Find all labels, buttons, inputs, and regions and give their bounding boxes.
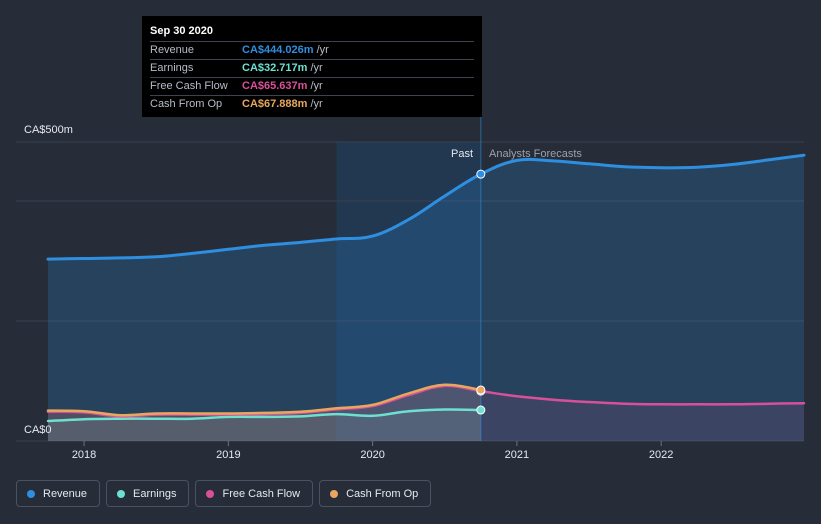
legend-label: Revenue xyxy=(43,487,88,500)
legend-dot-icon xyxy=(206,489,215,498)
legend-dot-icon xyxy=(27,489,35,498)
earnings-line xyxy=(46,408,483,423)
tooltip-label: Revenue xyxy=(150,44,195,56)
legend-label: Free Cash Flow xyxy=(222,487,301,500)
tooltip-unit: /yr xyxy=(310,80,323,92)
free-cash-flow-area xyxy=(48,385,804,441)
legend-item-cash-from-op[interactable]: Cash From Op xyxy=(319,480,432,507)
legend-label: Cash From Op xyxy=(346,487,419,500)
x-tick-label: 2022 xyxy=(649,449,673,461)
tooltip-row-cash-from-op: Cash From Op CA$67.888m /yr xyxy=(150,96,474,113)
past-label: Past xyxy=(451,148,473,160)
tooltip-row-revenue: Revenue CA$444.026m /yr xyxy=(150,42,474,60)
revenue-line xyxy=(46,153,806,261)
tooltip-value: CA$65.637m xyxy=(242,80,308,92)
y-axis-bottom-label: CA$0 xyxy=(24,424,52,436)
revenue-area xyxy=(48,155,804,441)
series-lines xyxy=(46,153,806,423)
x-tick-label: 2021 xyxy=(505,449,529,461)
grid-lines xyxy=(16,141,804,442)
series-areas xyxy=(48,155,804,441)
tooltip-row-earnings: Earnings CA$32.717m /yr xyxy=(150,60,474,78)
tooltip-unit: /yr xyxy=(310,98,323,110)
revenue-point xyxy=(476,169,486,179)
x-tick-label: 2020 xyxy=(360,449,384,461)
legend-label: Earnings xyxy=(133,487,177,500)
legend-item-revenue[interactable]: Revenue xyxy=(16,480,101,507)
legend-dot-icon xyxy=(330,489,339,498)
earnings-point xyxy=(476,405,486,415)
legend-item-free-cash-flow[interactable]: Free Cash Flow xyxy=(195,480,314,507)
forecast-label: Analysts Forecasts xyxy=(489,148,582,160)
legend-item-earnings[interactable]: Earnings xyxy=(106,480,190,507)
tooltip-label: Free Cash Flow xyxy=(150,80,228,92)
tooltip-unit: /yr xyxy=(310,62,323,74)
tooltip-unit: /yr xyxy=(316,44,329,56)
cash-from-op-area xyxy=(48,384,481,441)
cash-from-op-point xyxy=(476,385,486,395)
x-tick-label: 2019 xyxy=(216,449,240,461)
y-axis-top-label: CA$500m xyxy=(24,124,73,136)
legend: Revenue Earnings Free Cash Flow Cash Fro… xyxy=(16,480,432,507)
tooltip-label: Earnings xyxy=(150,62,194,74)
tooltip-value: CA$67.888m xyxy=(242,98,308,110)
cash-from-op-line xyxy=(46,383,483,417)
tooltip-label: Cash From Op xyxy=(150,98,223,110)
tooltip-value: CA$444.026m xyxy=(242,44,314,56)
past-highlight-band xyxy=(336,142,481,441)
tooltip-value: CA$32.717m xyxy=(242,62,308,74)
x-axis-ticks: 2018 2019 2020 2021 2022 xyxy=(72,441,673,461)
x-tick-label: 2018 xyxy=(72,449,96,461)
tooltip-row-free-cash-flow: Free Cash Flow CA$65.637m /yr xyxy=(150,78,474,96)
hover-dots xyxy=(476,169,486,415)
legend-dot-icon xyxy=(117,489,126,498)
earnings-area xyxy=(48,409,481,441)
tooltip-date: Sep 30 2020 xyxy=(150,24,474,42)
tooltip: Sep 30 2020 Revenue CA$444.026m /yr Earn… xyxy=(142,16,482,117)
